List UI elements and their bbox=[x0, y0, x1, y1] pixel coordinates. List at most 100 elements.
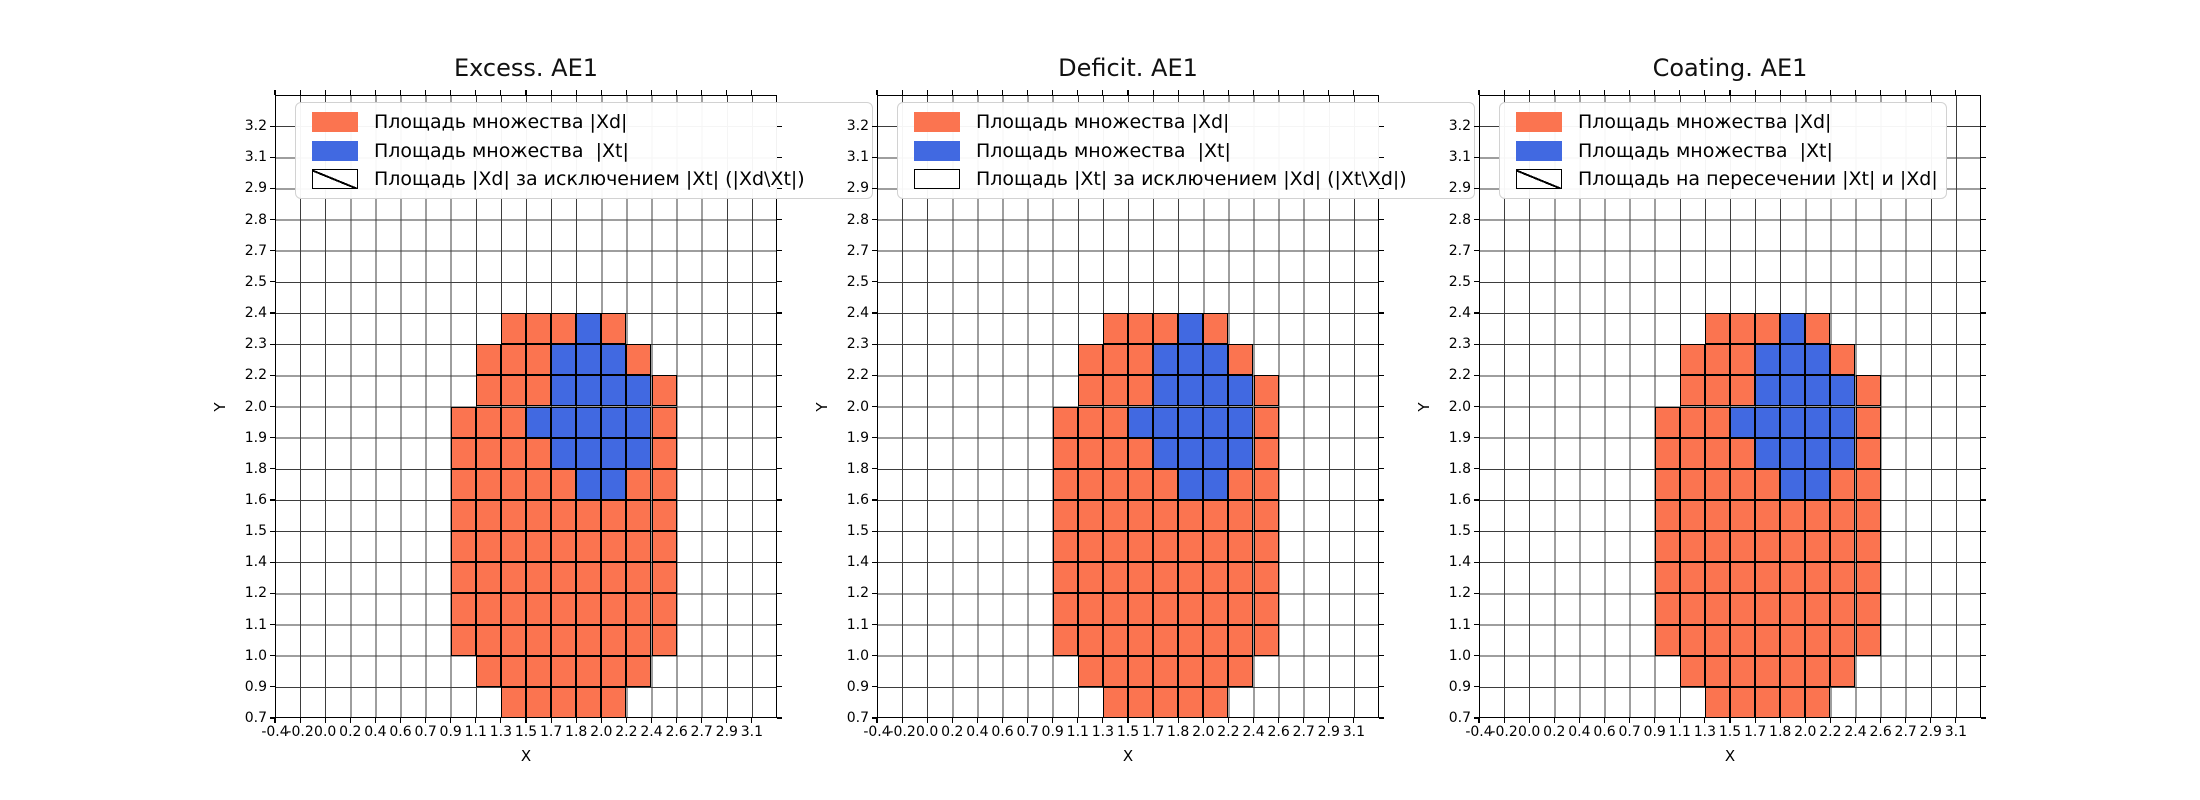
xd-cell bbox=[551, 624, 577, 656]
y-tick-mark-right bbox=[1981, 312, 1986, 314]
y-tick-mark-right bbox=[777, 717, 782, 719]
x-tick-label: 0.6 bbox=[991, 724, 1014, 740]
y-tick-label: 0.9 bbox=[846, 678, 869, 695]
xd-cell bbox=[1128, 531, 1154, 563]
xd-cell bbox=[1805, 686, 1831, 718]
xd-cell bbox=[500, 562, 526, 594]
xd-cell bbox=[500, 468, 526, 500]
x-tick-label: 0.9 bbox=[439, 724, 462, 740]
x-tick-mark bbox=[726, 718, 728, 723]
x-tick-label: -0.2 bbox=[286, 724, 314, 740]
xd-cell bbox=[1654, 624, 1680, 656]
y-tick-label: 2.4 bbox=[1448, 305, 1471, 322]
y-tick-mark-right bbox=[1981, 125, 1986, 127]
x-tick-label: 2.4 bbox=[1844, 724, 1867, 740]
plot-title-coating: Coating. AE1 bbox=[1652, 54, 1808, 82]
y-tick-label: 2.2 bbox=[244, 367, 267, 384]
y-tick-mark-right bbox=[777, 437, 782, 439]
xt-cell bbox=[1780, 406, 1806, 438]
x-tick-mark bbox=[1478, 718, 1480, 723]
xd-cell bbox=[475, 375, 501, 407]
xt-cell bbox=[1780, 468, 1806, 500]
xd-cell bbox=[651, 593, 677, 625]
x-tick-label: -0.4 bbox=[261, 724, 289, 740]
xd-cell bbox=[1679, 624, 1705, 656]
xd-cell bbox=[1228, 499, 1254, 532]
y-tick-label: 2.3 bbox=[846, 336, 869, 353]
x-tick-mark bbox=[901, 718, 903, 723]
xt-cell bbox=[1730, 406, 1756, 438]
y-tick-label: 1.8 bbox=[1448, 460, 1471, 477]
legend-label: Площадь множества |Xt| bbox=[1578, 139, 1833, 162]
xd-cell bbox=[1052, 593, 1078, 625]
x-tick-label: 2.9 bbox=[1919, 724, 1942, 740]
y-tick-label: 2.5 bbox=[846, 273, 869, 290]
xd-cell bbox=[1755, 499, 1781, 532]
xd-cell bbox=[1679, 375, 1705, 407]
xd-cell bbox=[576, 655, 602, 687]
xd-cell bbox=[1805, 593, 1831, 625]
x-tick-mark bbox=[1654, 718, 1656, 723]
y-tick-label: 1.5 bbox=[244, 523, 267, 540]
y-tick-mark-right bbox=[777, 405, 782, 408]
x-tick-label: 0.4 bbox=[1568, 724, 1591, 740]
xd-cell bbox=[475, 344, 501, 376]
legend-item: Площадь |Xd| за исключением |Xt| (|Xd\Xt… bbox=[304, 165, 864, 194]
xd-cell bbox=[601, 655, 627, 687]
xd-cell bbox=[1704, 686, 1730, 718]
xd-cell bbox=[1153, 468, 1179, 500]
y-tick-mark-right bbox=[1379, 623, 1384, 626]
y-tick-label: 2.7 bbox=[846, 242, 869, 259]
x-tick-label: 2.6 bbox=[1869, 724, 1892, 740]
y-tick-label: 1.8 bbox=[244, 460, 267, 477]
xd-cell bbox=[450, 499, 476, 532]
xd-cell bbox=[450, 531, 476, 563]
y-tick-mark-right bbox=[1981, 623, 1986, 626]
xd-cell bbox=[626, 593, 652, 625]
x-tick-mark bbox=[650, 718, 653, 723]
xd-cell bbox=[1128, 344, 1154, 376]
xt-cell bbox=[576, 375, 602, 407]
x-tick-mark bbox=[751, 718, 753, 723]
xd-cell bbox=[1679, 562, 1705, 594]
xd-cell bbox=[1855, 468, 1881, 500]
xd-cell bbox=[1102, 468, 1128, 500]
xd-cell bbox=[601, 624, 627, 656]
xd-cell bbox=[1102, 531, 1128, 563]
xt-cell bbox=[1830, 375, 1856, 407]
y-tick-label: 2.5 bbox=[244, 273, 267, 290]
x-tick-label: 2.6 bbox=[665, 724, 688, 740]
y-tick-mark-right bbox=[777, 530, 782, 532]
legend-item: Площадь множества |Xd| bbox=[1508, 108, 1938, 137]
x-tick-mark bbox=[926, 718, 928, 723]
xd-cell bbox=[626, 562, 652, 594]
x-tick-label: 1.1 bbox=[1668, 724, 1691, 740]
xt-cell bbox=[1153, 344, 1179, 376]
xd-cell bbox=[1203, 531, 1229, 563]
xd-cell bbox=[551, 499, 577, 532]
xd-cell bbox=[1077, 468, 1103, 500]
xd-cell bbox=[1855, 562, 1881, 594]
xd-cell bbox=[475, 655, 501, 687]
y-tick-mark-right bbox=[1981, 281, 1986, 283]
x-tick-mark bbox=[1955, 718, 1957, 723]
xd-cell bbox=[551, 593, 577, 625]
y-tick-mark-right bbox=[1981, 343, 1986, 345]
xd-cell bbox=[500, 531, 526, 563]
x-tick-mark bbox=[1578, 718, 1580, 723]
x-tick-mark bbox=[1528, 718, 1530, 723]
y-tick-mark-right bbox=[777, 250, 782, 252]
x-tick-label: 2.6 bbox=[1267, 724, 1290, 740]
xd-cell bbox=[1830, 468, 1856, 500]
xd-cell bbox=[626, 499, 652, 532]
xd-cell bbox=[1730, 655, 1756, 687]
xt-cell bbox=[601, 375, 627, 407]
xd-cell bbox=[626, 655, 652, 687]
xd-cell bbox=[1730, 499, 1756, 532]
y-tick-label: 1.2 bbox=[1448, 585, 1471, 602]
xd-cell bbox=[1102, 406, 1128, 438]
xd-cell bbox=[1178, 562, 1204, 594]
y-tick-mark-right bbox=[1379, 312, 1384, 314]
xd-cell bbox=[1228, 531, 1254, 563]
xd-cell bbox=[1730, 593, 1756, 625]
